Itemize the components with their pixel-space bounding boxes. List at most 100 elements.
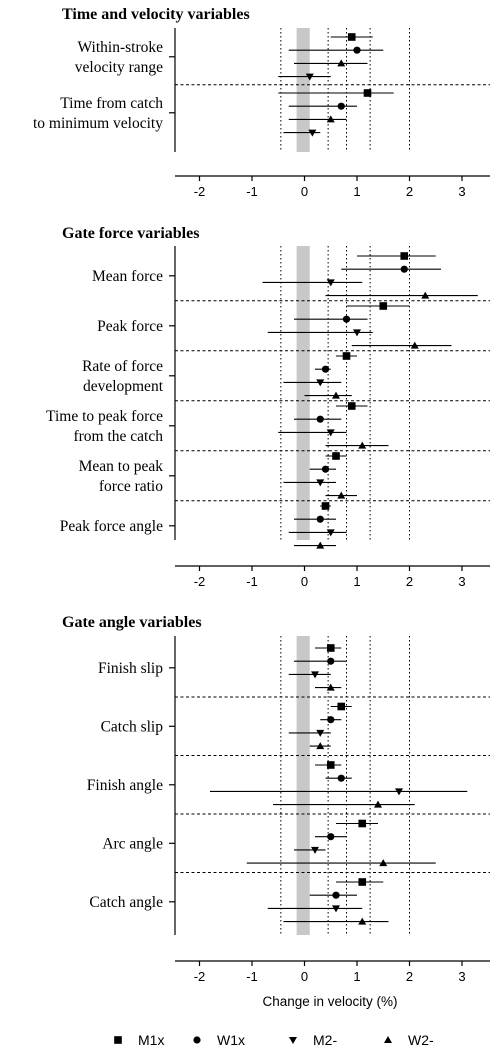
legend-label: M2- — [313, 1032, 337, 1048]
point-estimate — [347, 33, 356, 41]
point-estimate — [316, 415, 324, 423]
point-estimate — [353, 329, 361, 337]
x-tick-label: -2 — [194, 574, 206, 589]
point-estimate — [363, 89, 372, 97]
variable-label: from the catch — [73, 428, 163, 445]
point-estimate — [337, 59, 346, 67]
x-tick-label: -1 — [246, 574, 258, 589]
variable-label: to minimum velocity — [33, 115, 163, 132]
point-estimate — [316, 742, 325, 750]
variable-group: Peak force angle — [60, 502, 347, 549]
section-title: Time and velocity variables — [62, 6, 250, 23]
variable-group: Catch angle — [89, 878, 389, 925]
x-tick-label: 2 — [406, 574, 413, 589]
legend: M1x W1x M2- W2- — [114, 1032, 434, 1048]
x-axis: -2 -1 0 1 2 3 — [175, 960, 490, 984]
panel-2: Gate angle variables Finish slip Catch sli… — [62, 614, 490, 984]
point-estimate — [321, 502, 330, 510]
point-estimate — [321, 365, 330, 373]
x-tick-label: 0 — [301, 184, 308, 199]
variable-group: Catch slip — [101, 702, 352, 750]
point-estimate — [332, 905, 340, 913]
variable-label: Time from catch — [60, 95, 163, 112]
legend-label: W1x — [217, 1032, 245, 1048]
point-estimate — [342, 352, 351, 360]
variable-group: Within-stroke velocity range — [75, 33, 384, 81]
point-estimate — [327, 657, 335, 665]
point-estimate — [308, 129, 317, 137]
point-estimate — [410, 341, 419, 349]
point-estimate — [316, 729, 325, 737]
legend-item: M2- — [289, 1032, 337, 1048]
variable-label: Rate of force — [82, 358, 163, 375]
point-estimate — [358, 819, 367, 828]
point-estimate — [326, 529, 335, 537]
point-estimate — [421, 291, 430, 299]
point-estimate — [347, 402, 356, 410]
point-estimate — [321, 465, 330, 473]
legend-marker — [114, 1036, 122, 1044]
point-estimate — [327, 833, 335, 841]
x-tick-label: 3 — [458, 184, 465, 199]
point-estimate — [358, 441, 367, 449]
variable-group: Time to peak force from the catch — [46, 402, 389, 449]
point-estimate — [337, 702, 346, 711]
point-estimate — [337, 102, 345, 110]
section-title: Gate force variables — [62, 225, 199, 242]
point-estimate — [342, 315, 351, 323]
x-tick-label: 2 — [406, 184, 413, 199]
legend-marker — [384, 1036, 392, 1043]
point-estimate — [326, 279, 335, 287]
point-estimate — [395, 788, 403, 796]
point-estimate — [311, 671, 319, 679]
variable-label: Arc angle — [102, 835, 163, 852]
panel-0: Time and velocity variables Within-stroke… — [33, 6, 490, 199]
variable-group: Time from catch to minimum velocity — [33, 89, 394, 137]
point-estimate — [326, 761, 335, 769]
shaded-band — [296, 28, 310, 152]
legend-item: W1x — [193, 1032, 245, 1048]
point-estimate — [316, 515, 324, 523]
legend-label: W2- — [408, 1032, 434, 1048]
panel-1: Gate force variables Mean force Peak force… — [46, 225, 490, 589]
variable-label: Catch slip — [101, 718, 164, 735]
point-estimate — [326, 115, 335, 123]
variable-label: velocity range — [75, 59, 163, 76]
x-axis-title: Change in velocity (%) — [262, 994, 397, 1009]
legend-item: W2- — [384, 1032, 434, 1048]
point-estimate — [326, 683, 335, 691]
variable-group: Mean force — [92, 252, 478, 299]
point-estimate — [327, 716, 335, 724]
x-tick-label: 1 — [353, 184, 360, 199]
x-tick-label: -2 — [194, 969, 206, 984]
x-axis: -2 -1 0 1 2 3 — [175, 175, 490, 199]
point-estimate — [358, 917, 367, 925]
variable-label: Time to peak force — [46, 408, 163, 425]
variable-group: Mean to peak force ratio — [79, 452, 357, 499]
variable-group: Rate of force development — [82, 352, 357, 399]
point-estimate — [311, 846, 319, 854]
point-estimate — [326, 644, 335, 652]
variable-label: force ratio — [99, 478, 163, 495]
variable-group: Arc angle — [102, 819, 436, 867]
x-tick-label: 2 — [406, 969, 413, 984]
legend-marker — [289, 1037, 297, 1044]
point-estimate — [305, 73, 314, 81]
point-estimate — [332, 891, 340, 899]
x-tick-label: 0 — [301, 574, 308, 589]
variable-label: Mean force — [92, 268, 163, 285]
variable-label: Peak force — [97, 318, 163, 335]
legend-marker — [193, 1036, 201, 1044]
shaded-band — [296, 246, 310, 540]
point-estimate — [337, 491, 346, 499]
variable-label: Peak force angle — [60, 518, 163, 535]
variable-label: Mean to peak — [79, 458, 164, 475]
point-estimate — [358, 878, 367, 886]
variable-label: Finish angle — [87, 777, 163, 794]
point-estimate — [379, 302, 388, 310]
x-tick-label: -1 — [246, 969, 258, 984]
point-estimate — [337, 774, 345, 782]
variable-label: Catch angle — [89, 894, 163, 911]
section-title: Gate angle variables — [62, 614, 202, 631]
